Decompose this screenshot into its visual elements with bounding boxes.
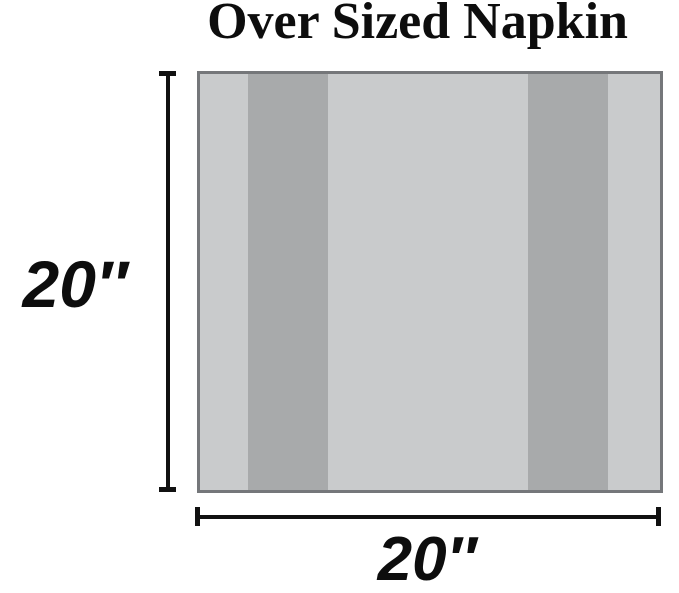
height-dimension-line [166,72,170,491]
width-dimension-cap-left [195,507,200,526]
napkin-image [197,71,663,493]
width-dimension-label: 20″ [377,525,477,593]
page-title: Over Sized Napkin [207,0,628,50]
height-dimension-cap-top [159,71,176,76]
napkin-stripe-right [528,74,608,490]
height-dimension-label: 20″ [22,247,128,321]
width-dimension-line [197,515,661,519]
height-dimension-cap-bottom [159,487,176,492]
width-dimension-cap-right [656,507,661,526]
napkin-stripe-left [248,74,328,490]
